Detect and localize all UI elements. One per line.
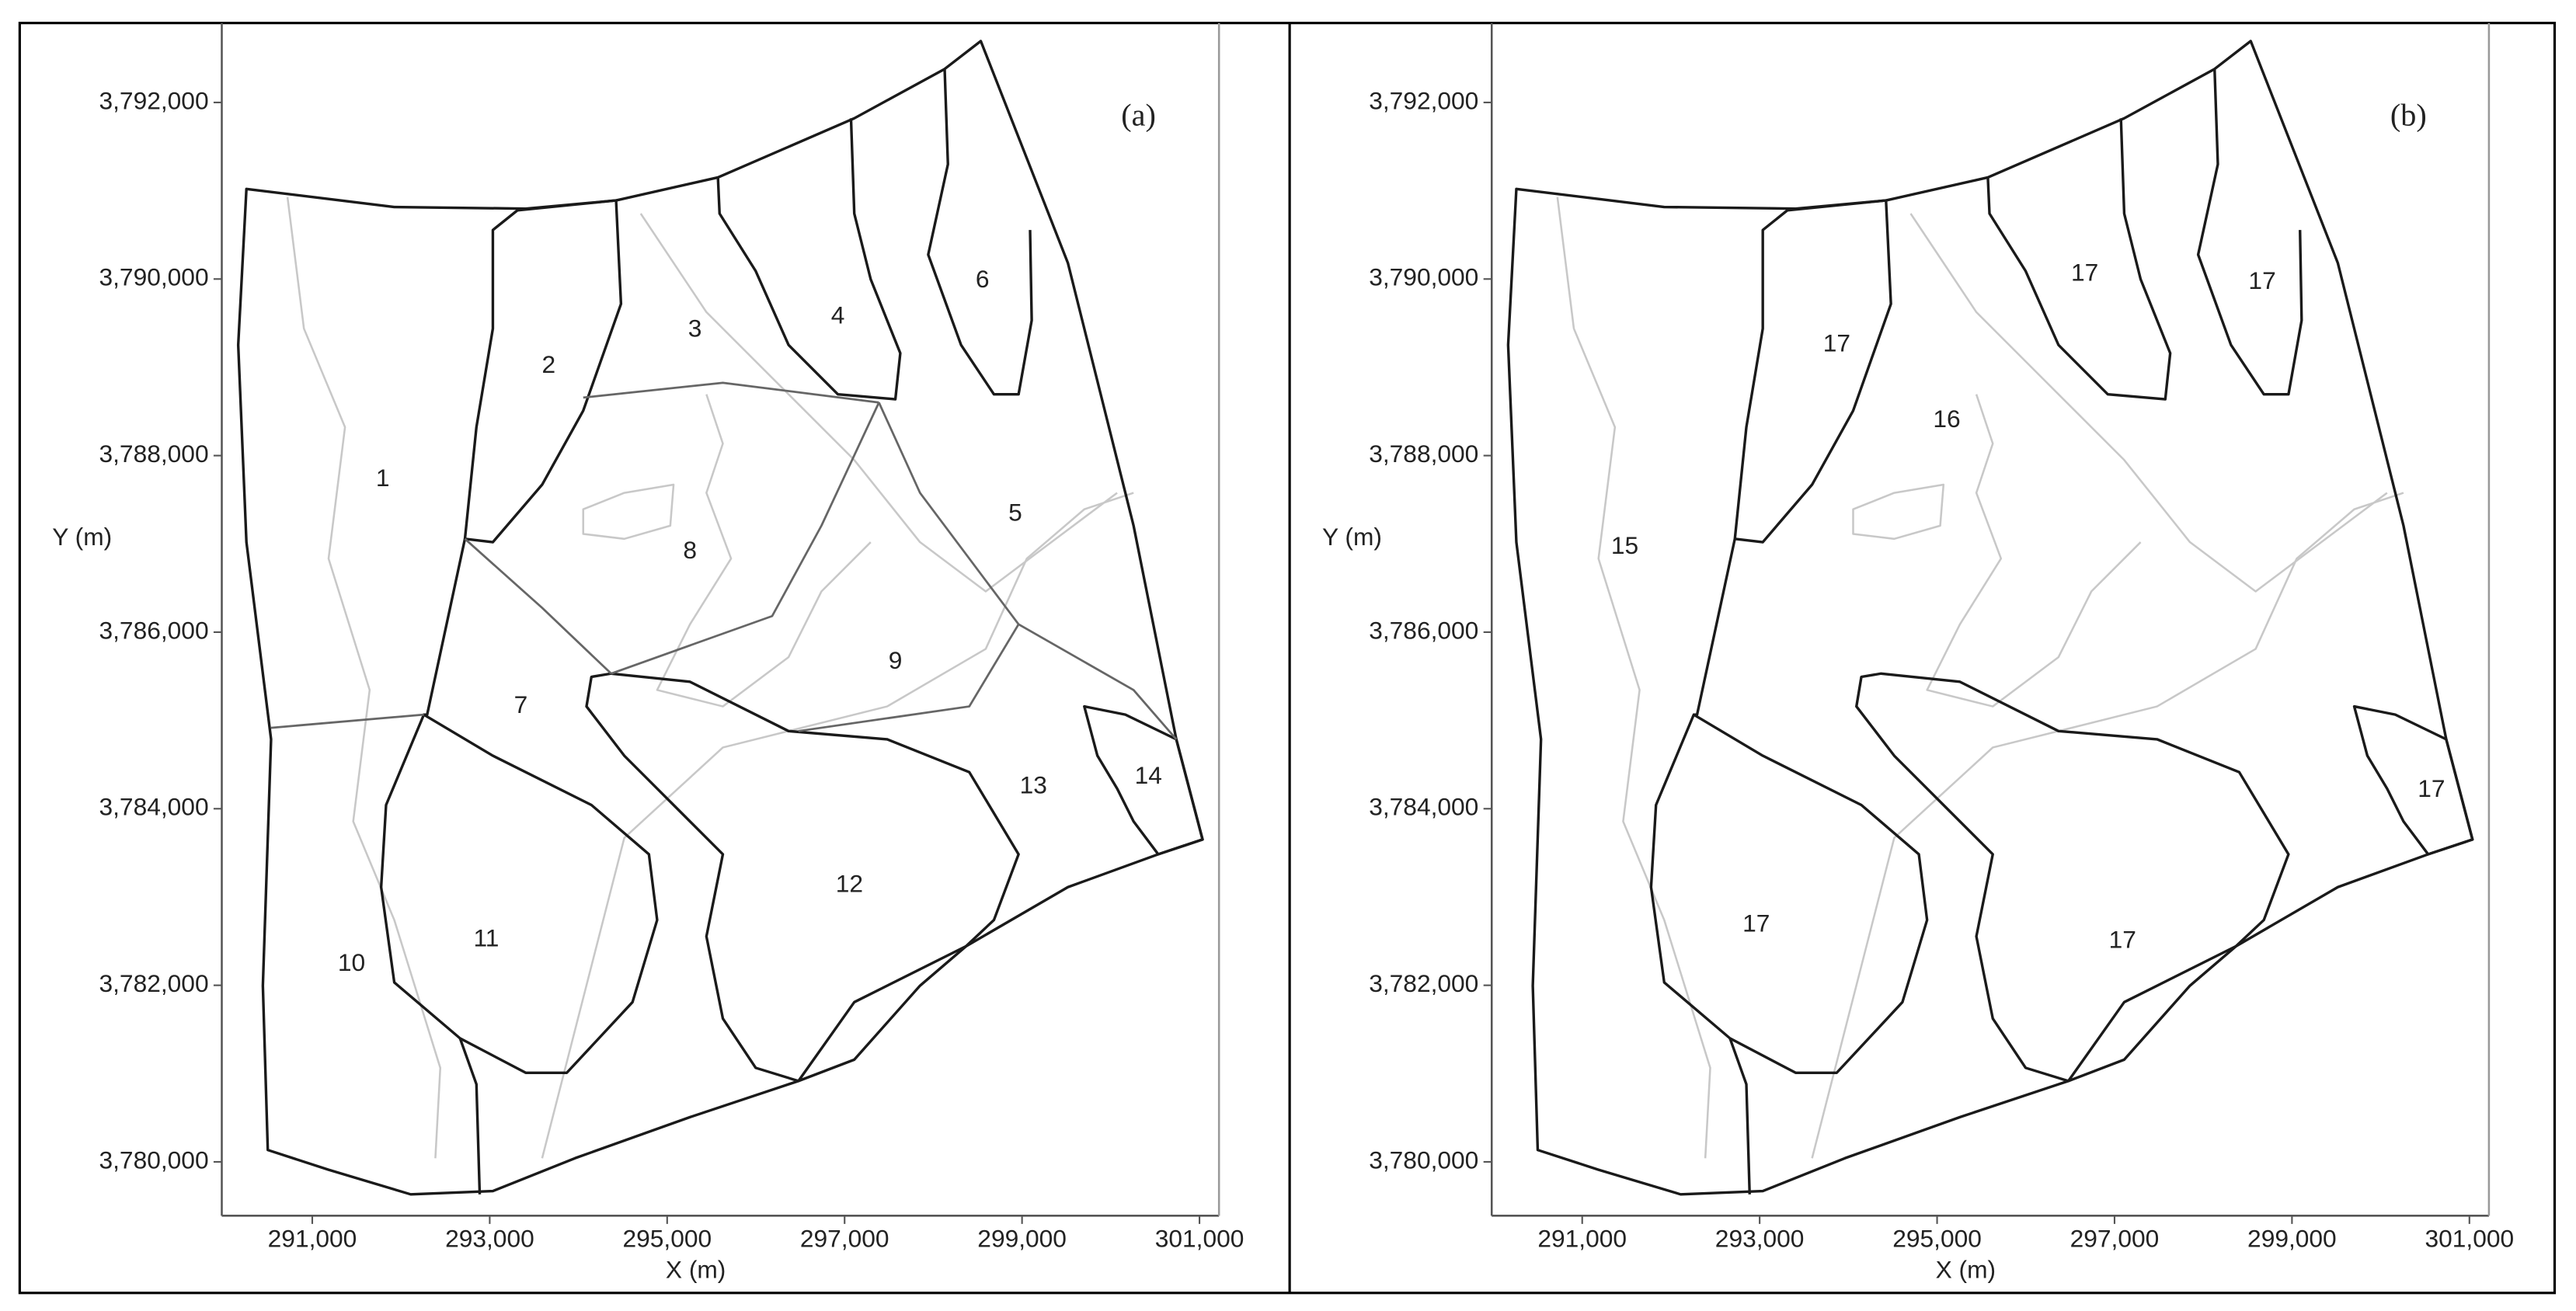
- zone-label: 15: [1611, 531, 1638, 559]
- zone-label: 3: [688, 315, 702, 343]
- zone-label: 13: [1020, 771, 1047, 799]
- zone-label: 17: [2071, 259, 2098, 287]
- panel-a-boundaries: [270, 381, 1178, 740]
- panel-label: (a): [1121, 98, 1156, 133]
- zone-label: 16: [1933, 405, 1960, 433]
- y-tick-label: 3,782,000: [99, 969, 208, 997]
- zone-label: 10: [338, 948, 365, 976]
- zone-label: 17: [1823, 329, 1850, 357]
- y-tick-label: 3,780,000: [99, 1146, 208, 1174]
- zone-boundaries: [236, 40, 1204, 1196]
- y-tick-label: 3,784,000: [1369, 793, 1478, 821]
- y-tick-label: 3,790,000: [1369, 263, 1478, 291]
- y-tick-label: 3,786,000: [1369, 616, 1478, 644]
- zone-label: 17: [1742, 909, 1770, 937]
- y-tick-label: 3,782,000: [1369, 969, 1478, 997]
- x-tick-label: 297,000: [800, 1224, 889, 1252]
- zone-label: 12: [836, 870, 863, 898]
- zone-label: 8: [683, 536, 697, 564]
- y-tick-label: 3,788,000: [1369, 440, 1478, 468]
- x-axis-title: X (m): [666, 1256, 726, 1284]
- y-axis-title: Y (m): [52, 523, 112, 551]
- zone-label: 17: [2109, 925, 2136, 953]
- zone-label: 7: [514, 690, 528, 718]
- y-tick-label: 3,780,000: [1369, 1146, 1478, 1174]
- x-tick-label: 299,000: [977, 1224, 1067, 1252]
- x-tick-label: 301,000: [2425, 1224, 2514, 1252]
- y-tick-label: 3,792,000: [1369, 86, 1478, 114]
- zone-label: 2: [542, 350, 556, 378]
- x-tick-label: 295,000: [622, 1224, 712, 1252]
- zone-label: 11: [474, 923, 500, 951]
- y-tick-label: 3,790,000: [99, 263, 208, 291]
- y-tick-label: 3,788,000: [99, 440, 208, 468]
- zone-boundaries: [1506, 40, 2474, 1196]
- zone-label: 17: [2418, 774, 2445, 802]
- x-tick-label: 293,000: [445, 1224, 534, 1252]
- zone-label: 6: [976, 265, 990, 293]
- panel-b: (b) 15 16 17 17 17 17 17 17 291,000 293,0…: [1322, 23, 2514, 1284]
- panel-label: (b): [2390, 98, 2427, 133]
- y-axis-title: Y (m): [1322, 523, 1382, 551]
- zone-label: 5: [1008, 498, 1022, 526]
- y-tick-label: 3,784,000: [99, 793, 208, 821]
- zone-label: 1: [376, 464, 390, 492]
- y-tick-label: 3,786,000: [99, 616, 208, 644]
- x-tick-label: 299,000: [2247, 1224, 2337, 1252]
- x-tick-label: 291,000: [268, 1224, 357, 1252]
- x-tick-label: 291,000: [1537, 1224, 1627, 1252]
- zone-label: 14: [1135, 761, 1162, 789]
- zone-label: 9: [889, 646, 903, 674]
- x-tick-label: 297,000: [2070, 1224, 2160, 1252]
- x-tick-label: 295,000: [1892, 1224, 1982, 1252]
- x-tick-label: 301,000: [1155, 1224, 1244, 1252]
- zone-label: 17: [2248, 266, 2275, 294]
- y-tick-label: 3,792,000: [99, 86, 208, 114]
- zone-label: 4: [831, 301, 845, 329]
- panel-a: (a) 1 2 3 4 5 6 7 8 9 10 11 12 13 14 291…: [52, 23, 1244, 1284]
- figure-frame: [18, 22, 2557, 1295]
- x-axis-title: X (m): [1936, 1256, 1996, 1284]
- x-tick-label: 293,000: [1715, 1224, 1805, 1252]
